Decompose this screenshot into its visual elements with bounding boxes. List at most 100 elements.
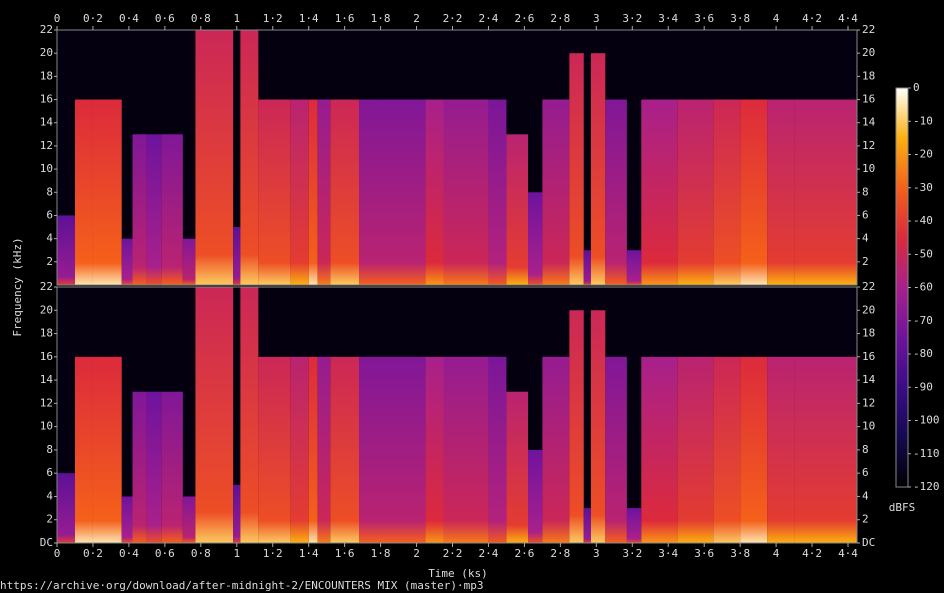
spectral-band	[359, 356, 426, 543]
x-tick-label-top: 2·4	[479, 12, 499, 25]
spectral-band	[182, 238, 196, 285]
x-tick-label: 1·4	[299, 547, 319, 560]
spectral-band	[195, 30, 234, 285]
x-tick-label-top: 4	[773, 12, 780, 25]
y-tick-label-right: 14	[862, 373, 876, 386]
spectral-band	[290, 356, 309, 543]
colorbar-tick-label: -60	[913, 281, 933, 294]
x-tick-label: 2·6	[514, 547, 534, 560]
y-tick-label: 18	[40, 69, 53, 82]
x-tick-label: 1·8	[371, 547, 391, 560]
colorbar-tick-label: -90	[913, 380, 933, 393]
y-tick-label: 6	[46, 466, 53, 479]
x-tick-label: 1·2	[263, 547, 283, 560]
spectral-band	[330, 356, 360, 543]
y-tick-label: 4	[46, 489, 53, 502]
caption: https://archive·org/download/after-midni…	[0, 579, 483, 592]
spectral-band	[132, 134, 147, 285]
spectral-band	[767, 356, 795, 543]
x-tick-label-top: 0·2	[83, 12, 103, 25]
colorbar-label: dBFS	[889, 501, 916, 514]
y-tick-label-right: 18	[862, 327, 875, 340]
colorbar-tick-label: -40	[913, 214, 933, 227]
y-tick-label-right: 2	[862, 513, 869, 526]
y-tick-label: 14	[40, 373, 54, 386]
y-tick-label-right: 2	[862, 255, 869, 268]
spectral-band	[443, 99, 489, 285]
x-tick-label-top: 0·8	[191, 12, 211, 25]
spectral-band	[626, 250, 642, 285]
spectral-band	[583, 508, 591, 543]
y-tick-label: 20	[40, 46, 53, 59]
spectral-band	[542, 356, 570, 543]
colorbar-tick-label: -70	[913, 314, 933, 327]
colorbar-tick-label: -30	[913, 181, 933, 194]
spectral-band	[425, 99, 444, 285]
y-axis-label: Frequency (kHz)	[11, 237, 24, 336]
spectral-band	[146, 134, 162, 285]
spectral-band	[605, 99, 627, 285]
spectral-band	[569, 53, 584, 285]
x-tick-label: 1	[233, 547, 240, 560]
spectral-band	[590, 310, 606, 543]
x-tick-label-top: 1·8	[371, 12, 391, 25]
x-tick-label-top: 1·4	[299, 12, 319, 25]
spectral-band	[317, 99, 331, 285]
spectral-band	[794, 99, 857, 285]
spectral-band	[233, 484, 241, 543]
y-tick-label: 2	[46, 255, 53, 268]
spectral-band	[317, 356, 331, 543]
spectral-band	[57, 215, 75, 285]
x-tick-label: 0·8	[191, 547, 211, 560]
y-tick-label: 12	[40, 139, 53, 152]
x-tick-label: 4	[773, 547, 780, 560]
y-tick-label: 10	[40, 162, 53, 175]
x-tick-label-top: 1	[233, 12, 240, 25]
x-tick-label: 4·2	[802, 547, 822, 560]
x-tick-label: 3	[593, 547, 600, 560]
y-tick-label: 2	[46, 513, 53, 526]
colorbar-tick-label: -110	[913, 447, 940, 460]
y-tick-label: 10	[40, 420, 53, 433]
spectral-band	[488, 356, 507, 543]
plot-frame	[56, 286, 858, 544]
y-tick-label-right: 20	[862, 46, 875, 59]
spectral-band	[146, 391, 162, 543]
x-tick-label-top: 1·2	[263, 12, 283, 25]
colorbar-tick-label: -80	[913, 347, 933, 360]
spectral-band	[425, 356, 444, 543]
y-tick-label-right: 12	[862, 396, 875, 409]
spectral-band	[641, 356, 678, 543]
spectral-band	[506, 134, 529, 285]
spectral-band	[240, 287, 259, 543]
spectral-band	[528, 449, 543, 543]
colorbar-tick-label: -120	[913, 480, 940, 493]
spectral-band	[359, 99, 426, 285]
spectral-band	[626, 508, 642, 543]
spectral-band	[528, 192, 543, 285]
y-tick-label-right: 22	[862, 280, 875, 293]
y-tick-label-right: 6	[862, 208, 869, 221]
y-tick-label-right: 10	[862, 162, 875, 175]
y-tick-label: 22	[40, 23, 53, 36]
y-tick-label: 8	[46, 185, 53, 198]
x-tick-label-top: 2	[413, 12, 420, 25]
spectral-band	[57, 473, 75, 543]
x-tick-label-top: 2·6	[514, 12, 534, 25]
spectral-band	[195, 287, 234, 543]
spectral-band	[713, 99, 741, 285]
spectral-band	[92, 99, 122, 285]
spectral-band	[713, 356, 741, 543]
x-tick-label-top: 3·4	[658, 12, 678, 25]
y-tick-label: 22	[40, 280, 53, 293]
y-tick-label: DC	[40, 536, 53, 549]
x-tick-label: 3·6	[694, 547, 714, 560]
y-tick-label-right: 4	[862, 232, 869, 245]
x-tick-label-top: 2·8	[550, 12, 570, 25]
y-tick-label-right: 6	[862, 466, 869, 479]
x-tick-label: 3·4	[658, 547, 678, 560]
y-tick-label: 12	[40, 396, 53, 409]
spectral-band	[583, 250, 591, 285]
y-tick-label: 6	[46, 208, 53, 221]
